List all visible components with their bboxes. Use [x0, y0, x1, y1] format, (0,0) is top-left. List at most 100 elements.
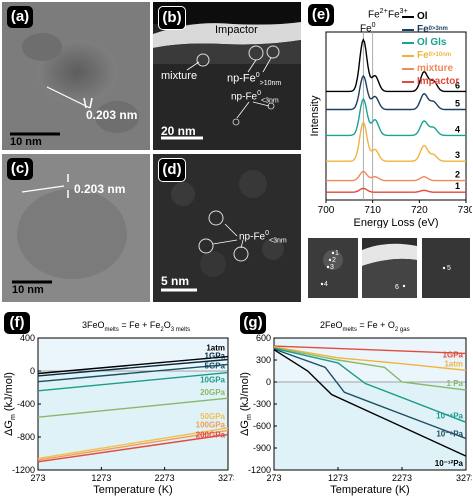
- eels-series-3: [326, 121, 466, 162]
- panel-c-tem-image: (c) 0.203 nm 10 nm: [2, 154, 150, 302]
- panel-c-label: (c): [7, 158, 33, 180]
- eels-series-index-4: 2: [455, 170, 460, 180]
- f-y-tick-label-2: -400: [17, 399, 35, 409]
- f-series-3: [37, 371, 229, 392]
- eels-legend-entry-4: mixture: [402, 62, 459, 75]
- panel-d-scale-label: 5 nm: [161, 274, 190, 288]
- f-series-label-2: 5GPa: [205, 361, 226, 370]
- panel-b-texture: [153, 2, 301, 150]
- peak-label-fe0: Fe0: [360, 22, 376, 35]
- g-series-label-1: 1atm: [444, 359, 463, 368]
- panel-a-measure: 0.203 nm: [86, 108, 138, 122]
- g-series-label-3: 10⁻⁴Pa: [436, 411, 463, 420]
- f-y-tick-label-4: -1200: [12, 465, 35, 475]
- eels-series-index-5: 1: [455, 181, 460, 191]
- eels-x-tick-label-3: 730: [458, 205, 472, 216]
- f-series-6: [37, 429, 229, 461]
- svg-text:3: 3: [330, 264, 334, 271]
- eels-x-tick-label-0: 700: [318, 205, 335, 216]
- eels-x-tick-label-2: 720: [411, 205, 428, 216]
- panel-a-arrow: [46, 86, 91, 109]
- eels-legend-entry-0: Ol: [402, 10, 459, 23]
- eels-legend-swatch-0: [402, 15, 414, 18]
- g-x-tick-label-0: 273: [266, 473, 281, 483]
- g-y-tick-label-0: 600: [256, 333, 271, 343]
- f-series-label-0: 1atm: [206, 344, 225, 353]
- f-series-7: [37, 433, 229, 463]
- panel-g-label: (g): [240, 312, 266, 334]
- panel-e-label: (e): [308, 4, 334, 26]
- f-series-label-5: 50GPa: [200, 412, 225, 421]
- svg-text:4: 4: [324, 281, 328, 288]
- g-x-tick-label-1: 1273: [328, 473, 348, 483]
- f-series-label-6: 100GPa: [196, 420, 226, 429]
- eels-legend-swatch-3: [402, 54, 414, 57]
- eels-legend-entry-1: Fe 0 >3nm: [402, 23, 459, 36]
- eels-legend-text-1: Fe: [417, 24, 429, 35]
- eels-legend-entry-5: Impactor: [402, 75, 459, 88]
- g-x-axis-label: Temperature (K): [330, 484, 409, 496]
- eels-legend-text-0: Ol: [417, 11, 428, 22]
- f-series-4: [37, 397, 229, 418]
- panel-b-mixture-label: mixture: [161, 70, 198, 82]
- panel-f-label: (f): [4, 312, 30, 334]
- panel-b-np-large-label: np-Fe0>10nm: [227, 72, 282, 87]
- eels-legend-text-4: mixture: [417, 63, 454, 74]
- panel-d-haadf-image: (d) np-Fe0<3nm 5 nm: [153, 154, 301, 302]
- g-series-label-2: 1 Pa: [447, 379, 464, 388]
- g-series-1: [273, 346, 467, 371]
- eels-series-index-3: 3: [455, 150, 460, 160]
- g-series-label-0: 1GPa: [443, 350, 464, 359]
- eels-thumbnail-2: 6: [362, 238, 417, 298]
- f-x-tick-label-1: 1273: [91, 473, 111, 483]
- panel-c-scale-label: 10 nm: [12, 284, 44, 296]
- eels-legend: Ol Fe 0 >3nm Ol Gls Fe 0 >10nm mixture Impactor: [402, 10, 459, 88]
- f-series-label-3: 10GPa: [200, 376, 225, 385]
- panel-a-scale-label: 10 nm: [10, 136, 42, 148]
- eels-chart: 700 710 720 730 Energy Loss (eV) Intensity 6 5 4…: [309, 31, 472, 228]
- g-x-tick-label-3: 3273: [456, 473, 472, 483]
- f-series-5: [37, 427, 229, 460]
- g-y-tick-label-5: -900: [253, 443, 271, 453]
- eels-legend-text-3: Fe: [417, 50, 429, 61]
- panel-d-np-label: np-Fe0<3nm: [239, 230, 287, 245]
- peak-label-fe2: Fe2+: [368, 8, 388, 21]
- f-series-1: [37, 358, 229, 377]
- g-y-tick-label-2: 0: [266, 377, 271, 387]
- f-series-label-4: 20GPa: [200, 388, 225, 397]
- f-series-label-7: 200GPa: [196, 431, 226, 440]
- svg-text:6: 6: [395, 284, 399, 291]
- svg-text:1: 1: [335, 250, 339, 257]
- f-series-0: [37, 355, 229, 375]
- g-x-tick-label-2: 2273: [392, 473, 412, 483]
- g-y-axis-label: ΔGm (kJ/mol): [239, 372, 253, 436]
- g-y-tick-label-1: 300: [256, 355, 271, 365]
- f-x-axis-label: Temperature (K): [93, 484, 172, 496]
- eels-series-4: [326, 170, 466, 182]
- panel-d-label: (d): [158, 158, 186, 182]
- f-x-tick-label-3: 3273: [218, 473, 234, 483]
- f-x-tick-label-0: 273: [30, 473, 45, 483]
- f-series-label-1: 1GPa: [205, 351, 226, 360]
- f-x-tick-label-2: 2273: [155, 473, 175, 483]
- g-series-3: [273, 347, 467, 423]
- eels-x-tick-label-1: 710: [364, 205, 381, 216]
- panel-c-arrow: [21, 185, 65, 193]
- panel-b-haadf-image: (b) Impactor mixture np-Fe0>10nm np-Fe0<…: [153, 2, 301, 150]
- panel-b-scale-label: 20 nm: [161, 124, 196, 138]
- eels-legend-swatch-2: [402, 41, 414, 44]
- g-series-0: [273, 345, 467, 355]
- eels-series-index-0: 6: [455, 80, 460, 90]
- eels-series-index-2: 4: [455, 124, 460, 134]
- g-series-5: [273, 349, 467, 457]
- eels-axes-frame: [325, 31, 467, 201]
- eels-series-2: [326, 97, 466, 137]
- g-y-tick-label-6: -1200: [248, 465, 271, 475]
- f-y-axis-label: ΔGm (kJ/mol): [3, 372, 17, 436]
- eels-x-axis-label: Energy Loss (eV): [354, 217, 439, 228]
- f-y-tick-label-3: -800: [17, 432, 35, 442]
- eels-thumbnail-1: 1 2 3 4: [308, 238, 358, 298]
